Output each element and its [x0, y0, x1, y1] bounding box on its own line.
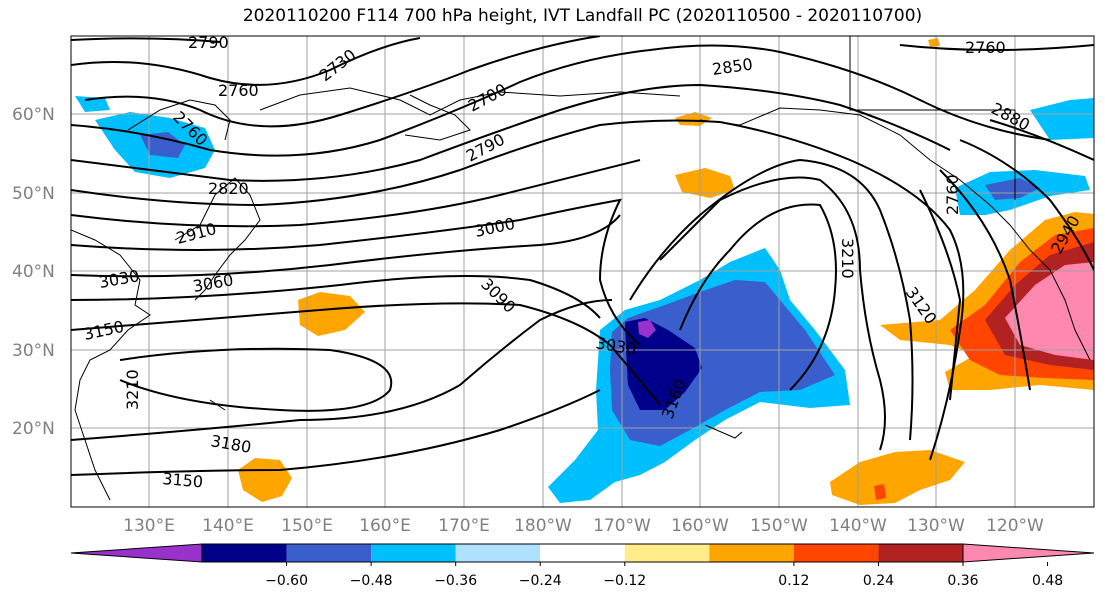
latitude-labels: 60°N 50°N 40°N 30°N 20°N [12, 105, 55, 439]
colorbar-tick-label: 0.48 [1032, 573, 1063, 589]
lon-label: 170°W [593, 516, 651, 536]
lon-label: 120°W [986, 516, 1044, 536]
colorbar-segment [709, 544, 794, 562]
colorbar-tick-label: −0.24 [519, 573, 562, 589]
positive-anomaly-mid [830, 450, 965, 505]
negative-anomaly-mid [985, 178, 1040, 200]
lon-label: 180°W [514, 516, 572, 536]
contour-label: 3150 [162, 469, 204, 491]
positive-anomaly-mid [675, 168, 735, 198]
longitude-labels: 130°E 140°E 150°E 160°E 170°E 180°W 170°… [123, 516, 1044, 536]
positive-anomaly-max [1005, 262, 1094, 360]
colorbar-ticks: −0.60 −0.48 −0.36 −0.24 −0.12 0.12 0.24 0.36 0.4… [265, 562, 1063, 589]
positive-anomaly-mid [238, 458, 292, 502]
lon-label: 150°W [750, 516, 808, 536]
lat-label-30n: 30°N [12, 341, 55, 361]
lon-label: 160°E [359, 516, 411, 536]
lon-label: 130°W [907, 516, 965, 536]
colorbar-segment [624, 544, 710, 562]
lat-label-50n: 50°N [12, 184, 55, 204]
colorbar-tick-label: 0.24 [863, 573, 894, 589]
colorbar-tick-label: −0.36 [434, 573, 477, 589]
contour-label: 3210 [838, 238, 857, 279]
coastlines [71, 36, 1091, 501]
lon-label: 140°W [829, 516, 887, 536]
contour-label: 2760 [218, 81, 259, 100]
colorbar-tick-label: −0.48 [350, 573, 393, 589]
negative-anomaly-purple [638, 320, 656, 338]
contour-label: 3210 [123, 369, 142, 410]
colorbar-tick-label: 0.12 [778, 573, 809, 589]
colorbar-segment [286, 544, 372, 562]
lon-label: 140°E [202, 516, 254, 536]
colorbar-tick-label: −0.12 [603, 573, 646, 589]
colorbar-segment [202, 544, 287, 562]
lon-label: 150°E [281, 516, 333, 536]
colorbar-extension-high [962, 543, 1095, 563]
negative-anomaly-mid [140, 132, 185, 158]
height-contours [71, 36, 1094, 476]
lon-label: 160°W [671, 516, 729, 536]
ivt-shading [75, 38, 1094, 505]
map-title: 2020110200 F114 700 hPa height, IVT Land… [242, 6, 923, 26]
colorbar-segment [878, 544, 963, 562]
lon-label: 130°E [123, 516, 175, 536]
colorbar-extension-low [70, 543, 203, 563]
colorbar: −0.60 −0.48 −0.36 −0.24 −0.12 0.12 0.24 0.36 0.4… [70, 543, 1095, 589]
positive-anomaly-mid [298, 292, 365, 336]
lat-label-20n: 20°N [12, 419, 55, 439]
colorbar-tick-label: 0.36 [947, 573, 978, 589]
colorbar-segment [540, 544, 625, 562]
positive-anomaly-mid [675, 112, 712, 126]
colorbar-outline [201, 543, 964, 563]
colorbar-tick-label: −0.60 [265, 573, 308, 589]
map-frame [70, 35, 1095, 508]
contour-label: 2760 [965, 38, 1006, 57]
colorbar-segment [793, 544, 879, 562]
lat-label-60n: 60°N [12, 105, 55, 125]
negative-anomaly-light [75, 96, 110, 112]
positive-anomaly-mid [928, 38, 940, 47]
lat-label-40n: 40°N [12, 262, 55, 282]
colorbar-segments [70, 543, 1095, 563]
colorbar-segment [371, 544, 456, 562]
contour-label: 2820 [208, 179, 249, 198]
negative-anomaly-light [1030, 98, 1094, 140]
colorbar-segment [455, 544, 541, 562]
contour-label: 2760 [943, 174, 962, 215]
gridlines [71, 36, 1094, 507]
positive-anomaly-strong [874, 484, 886, 500]
lon-label: 170°E [438, 516, 490, 536]
contour-label: 2790 [188, 33, 229, 52]
